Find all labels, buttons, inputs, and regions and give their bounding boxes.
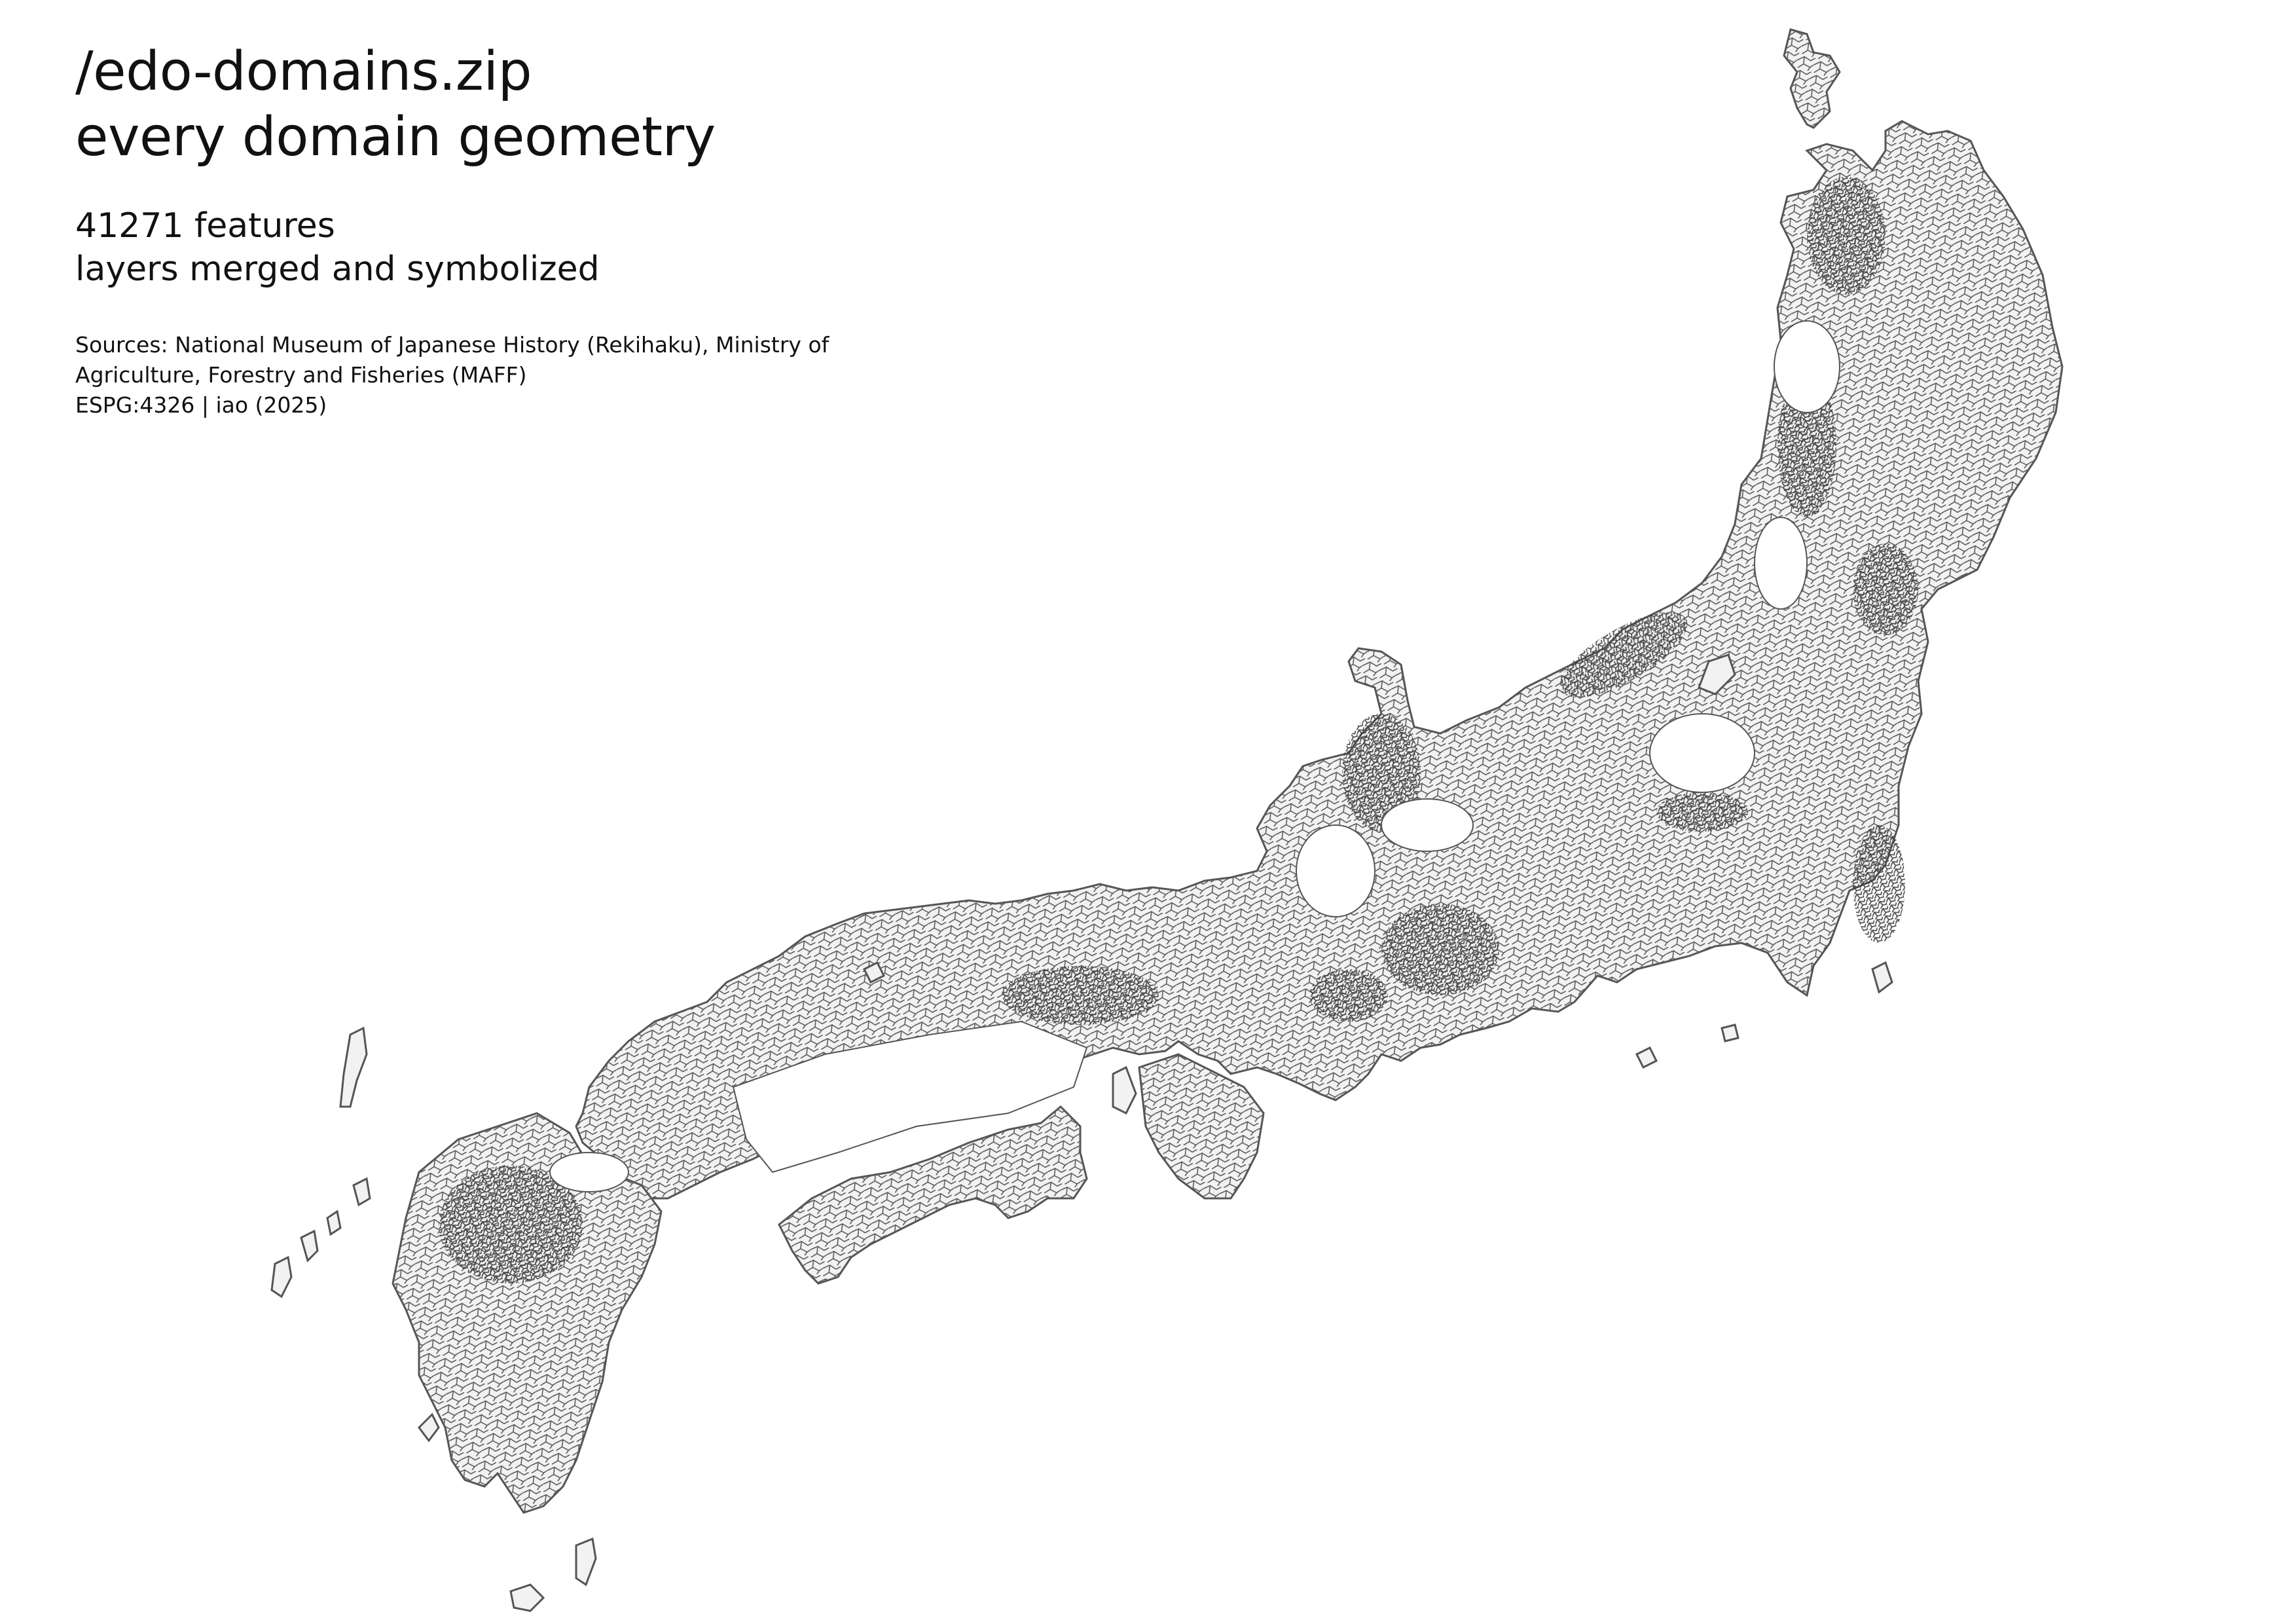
sources-line-1: Sources: National Museum of Japanese His… [75,332,829,358]
map-header: /edo-domains.zip every domain geometry 4… [75,39,926,420]
processing-note: layers merged and symbolized [75,249,600,289]
landmass-oshima-mesh [1784,29,1840,128]
landmass-shikoku-mesh [779,1107,1087,1283]
subtitle-block: 41271 features layers merged and symboli… [75,204,926,291]
title-line-1: /edo-domains.zip [75,41,532,103]
landmass-kii-mesh [1139,1054,1264,1198]
small-islands [270,961,1893,1612]
sources-block: Sources: National Museum of Japanese His… [75,330,926,420]
title-line-2: every domain geometry [75,106,716,168]
dense-domain-clusters [1002,177,1918,1025]
feature-count: 41271 features [75,206,335,246]
sources-line-2: Agriculture, Forestry and Fisheries (MAF… [75,362,527,388]
landmass-sado [1698,654,1736,695]
kyushu-dense-cluster [439,1166,583,1283]
landmass-awaji [1112,1065,1137,1115]
crs-credit: ESPG:4326 | iao (2025) [75,392,327,418]
landmass-honshu-mesh [576,121,2062,1198]
inland-voids [549,320,1840,1192]
